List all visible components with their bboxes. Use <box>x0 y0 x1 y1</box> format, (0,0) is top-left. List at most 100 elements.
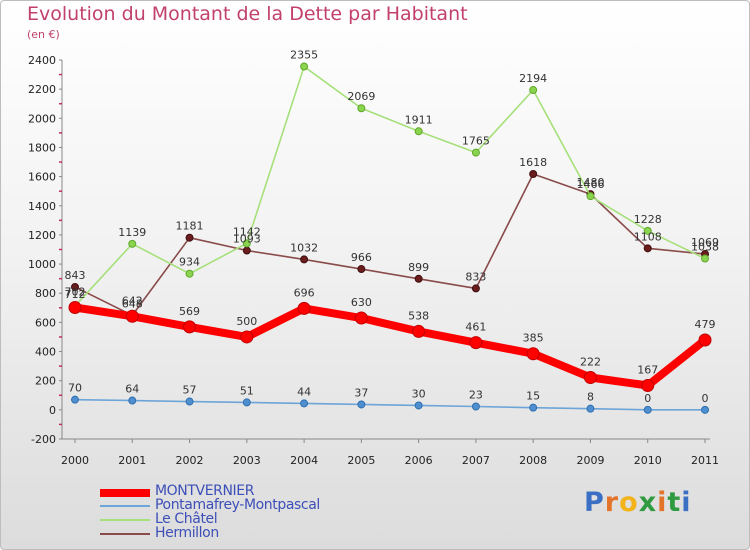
data-label-le-chatel: 2069 <box>347 90 375 103</box>
data-point-montvernier <box>698 333 712 347</box>
data-label-pontamafrey-montpascal: 15 <box>526 390 540 403</box>
data-label-le-chatel: 712 <box>65 288 86 301</box>
data-label-pontamafrey-montpascal: 37 <box>354 386 368 399</box>
data-point-pontamafrey-montpascal <box>643 405 652 414</box>
legend-swatch-le-chatel <box>100 519 150 521</box>
legend-swatch-montvernier <box>100 489 150 497</box>
legend-swatch-pontamafrey-montpascal <box>100 505 150 507</box>
x-tick-label: 2005 <box>347 454 375 467</box>
y-tick-label: 1600 <box>28 171 56 184</box>
y-tick-label: 400 <box>35 346 56 359</box>
data-label-le-chatel: 1228 <box>634 213 662 226</box>
data-point-hermillon <box>185 233 194 242</box>
x-tick-label: 2004 <box>290 454 318 467</box>
data-label-pontamafrey-montpascal: 30 <box>412 387 426 400</box>
data-label-pontamafrey-montpascal: 8 <box>587 391 594 404</box>
data-point-pontamafrey-montpascal <box>586 404 595 413</box>
data-point-pontamafrey-montpascal <box>185 397 194 406</box>
data-point-montvernier <box>240 330 254 344</box>
series-line-pontamafrey-montpascal <box>74 398 706 411</box>
x-tick-label: 2009 <box>576 454 604 467</box>
data-point-hermillon <box>71 282 79 291</box>
y-tick-label: -200 <box>31 433 56 446</box>
data-label-hermillon: 1181 <box>176 220 204 233</box>
x-tick-label: 2010 <box>634 454 662 467</box>
data-label-montvernier: 642 <box>122 294 143 307</box>
data-point-pontamafrey-montpascal <box>471 402 480 411</box>
data-point-montvernier <box>412 324 426 338</box>
x-tick-label: 2008 <box>519 454 547 467</box>
proxiti-logo[interactable]: Proxiti <box>584 487 692 518</box>
data-point-le-chatel <box>242 239 251 248</box>
legend-label-pontamafrey-montpascal: Pontamafrey-Montpascal <box>155 497 320 513</box>
data-point-le-chatel <box>128 239 137 248</box>
data-label-montvernier: 500 <box>236 315 257 328</box>
data-point-le-chatel <box>300 62 309 71</box>
y-tick-label: 2400 <box>28 54 56 67</box>
data-point-pontamafrey-montpascal <box>701 405 709 414</box>
data-point-montvernier <box>354 311 368 325</box>
series-line-le-chatel <box>74 65 706 307</box>
y-tick-label: 2200 <box>28 83 56 96</box>
x-tick-label: 2006 <box>405 454 433 467</box>
x-tick-label: 2000 <box>61 454 89 467</box>
data-point-pontamafrey-montpascal <box>414 401 423 410</box>
data-label-pontamafrey-montpascal: 51 <box>240 384 254 397</box>
data-label-le-chatel: 1142 <box>233 225 261 238</box>
data-point-hermillon <box>471 284 480 293</box>
legend-swatch-hermillon <box>100 533 150 535</box>
data-point-le-chatel <box>185 269 194 278</box>
data-label-le-chatel: 1466 <box>576 178 604 191</box>
data-label-hermillon: 833 <box>465 270 486 283</box>
data-label-pontamafrey-montpascal: 0 <box>644 392 651 405</box>
data-point-hermillon <box>414 274 423 283</box>
data-point-montvernier <box>125 309 139 323</box>
data-label-pontamafrey-montpascal: 23 <box>469 388 483 401</box>
data-label-montvernier: 569 <box>179 305 200 318</box>
x-tick-label: 2001 <box>118 454 146 467</box>
data-point-montvernier <box>583 370 597 384</box>
data-point-hermillon <box>357 265 366 274</box>
chart-subtitle: (en €) <box>27 28 60 41</box>
data-label-montvernier: 461 <box>465 321 486 334</box>
y-tick-label: 1800 <box>28 141 56 154</box>
data-point-hermillon <box>242 246 251 255</box>
data-label-pontamafrey-montpascal: 70 <box>68 382 82 395</box>
data-point-pontamafrey-montpascal <box>71 395 79 404</box>
data-point-le-chatel <box>643 226 652 235</box>
data-label-hermillon: 1093 <box>233 233 261 246</box>
data-label-montvernier: 385 <box>523 332 544 345</box>
data-point-le-chatel <box>357 104 366 113</box>
data-point-pontamafrey-montpascal <box>300 399 309 408</box>
data-point-pontamafrey-montpascal <box>357 400 366 409</box>
data-label-pontamafrey-montpascal: 57 <box>183 384 197 397</box>
y-tick-label: 1400 <box>28 200 56 213</box>
data-label-hermillon: 1618 <box>519 156 547 169</box>
data-label-hermillon: 1032 <box>290 241 318 254</box>
data-label-hermillon: 966 <box>351 251 372 264</box>
data-label-hermillon: 1108 <box>634 230 662 243</box>
data-label-hermillon: 1480 <box>576 176 604 189</box>
data-point-hermillon <box>529 169 538 178</box>
legend-label-montvernier: MONTVERNIER <box>155 483 255 499</box>
y-tick-label: 600 <box>35 316 56 329</box>
data-label-montvernier: 702 <box>65 286 86 299</box>
data-label-le-chatel: 934 <box>179 256 200 269</box>
data-label-le-chatel: 2194 <box>519 72 547 85</box>
data-label-le-chatel: 2355 <box>290 49 318 62</box>
chart-title: Evolution du Montant de la Dette par Hab… <box>27 3 468 25</box>
x-tick-label: 2003 <box>233 454 261 467</box>
y-tick-label: 0 <box>49 404 56 417</box>
data-point-le-chatel <box>701 254 709 263</box>
data-label-montvernier: 167 <box>637 364 658 377</box>
data-label-hermillon: 843 <box>65 269 86 282</box>
data-point-hermillon <box>300 255 309 264</box>
data-point-montvernier <box>183 320 197 334</box>
data-label-hermillon: 648 <box>122 297 143 310</box>
data-point-pontamafrey-montpascal <box>529 403 538 412</box>
data-label-le-chatel: 1038 <box>691 241 719 254</box>
y-tick-label: 2000 <box>28 112 56 125</box>
data-point-le-chatel <box>414 127 423 136</box>
